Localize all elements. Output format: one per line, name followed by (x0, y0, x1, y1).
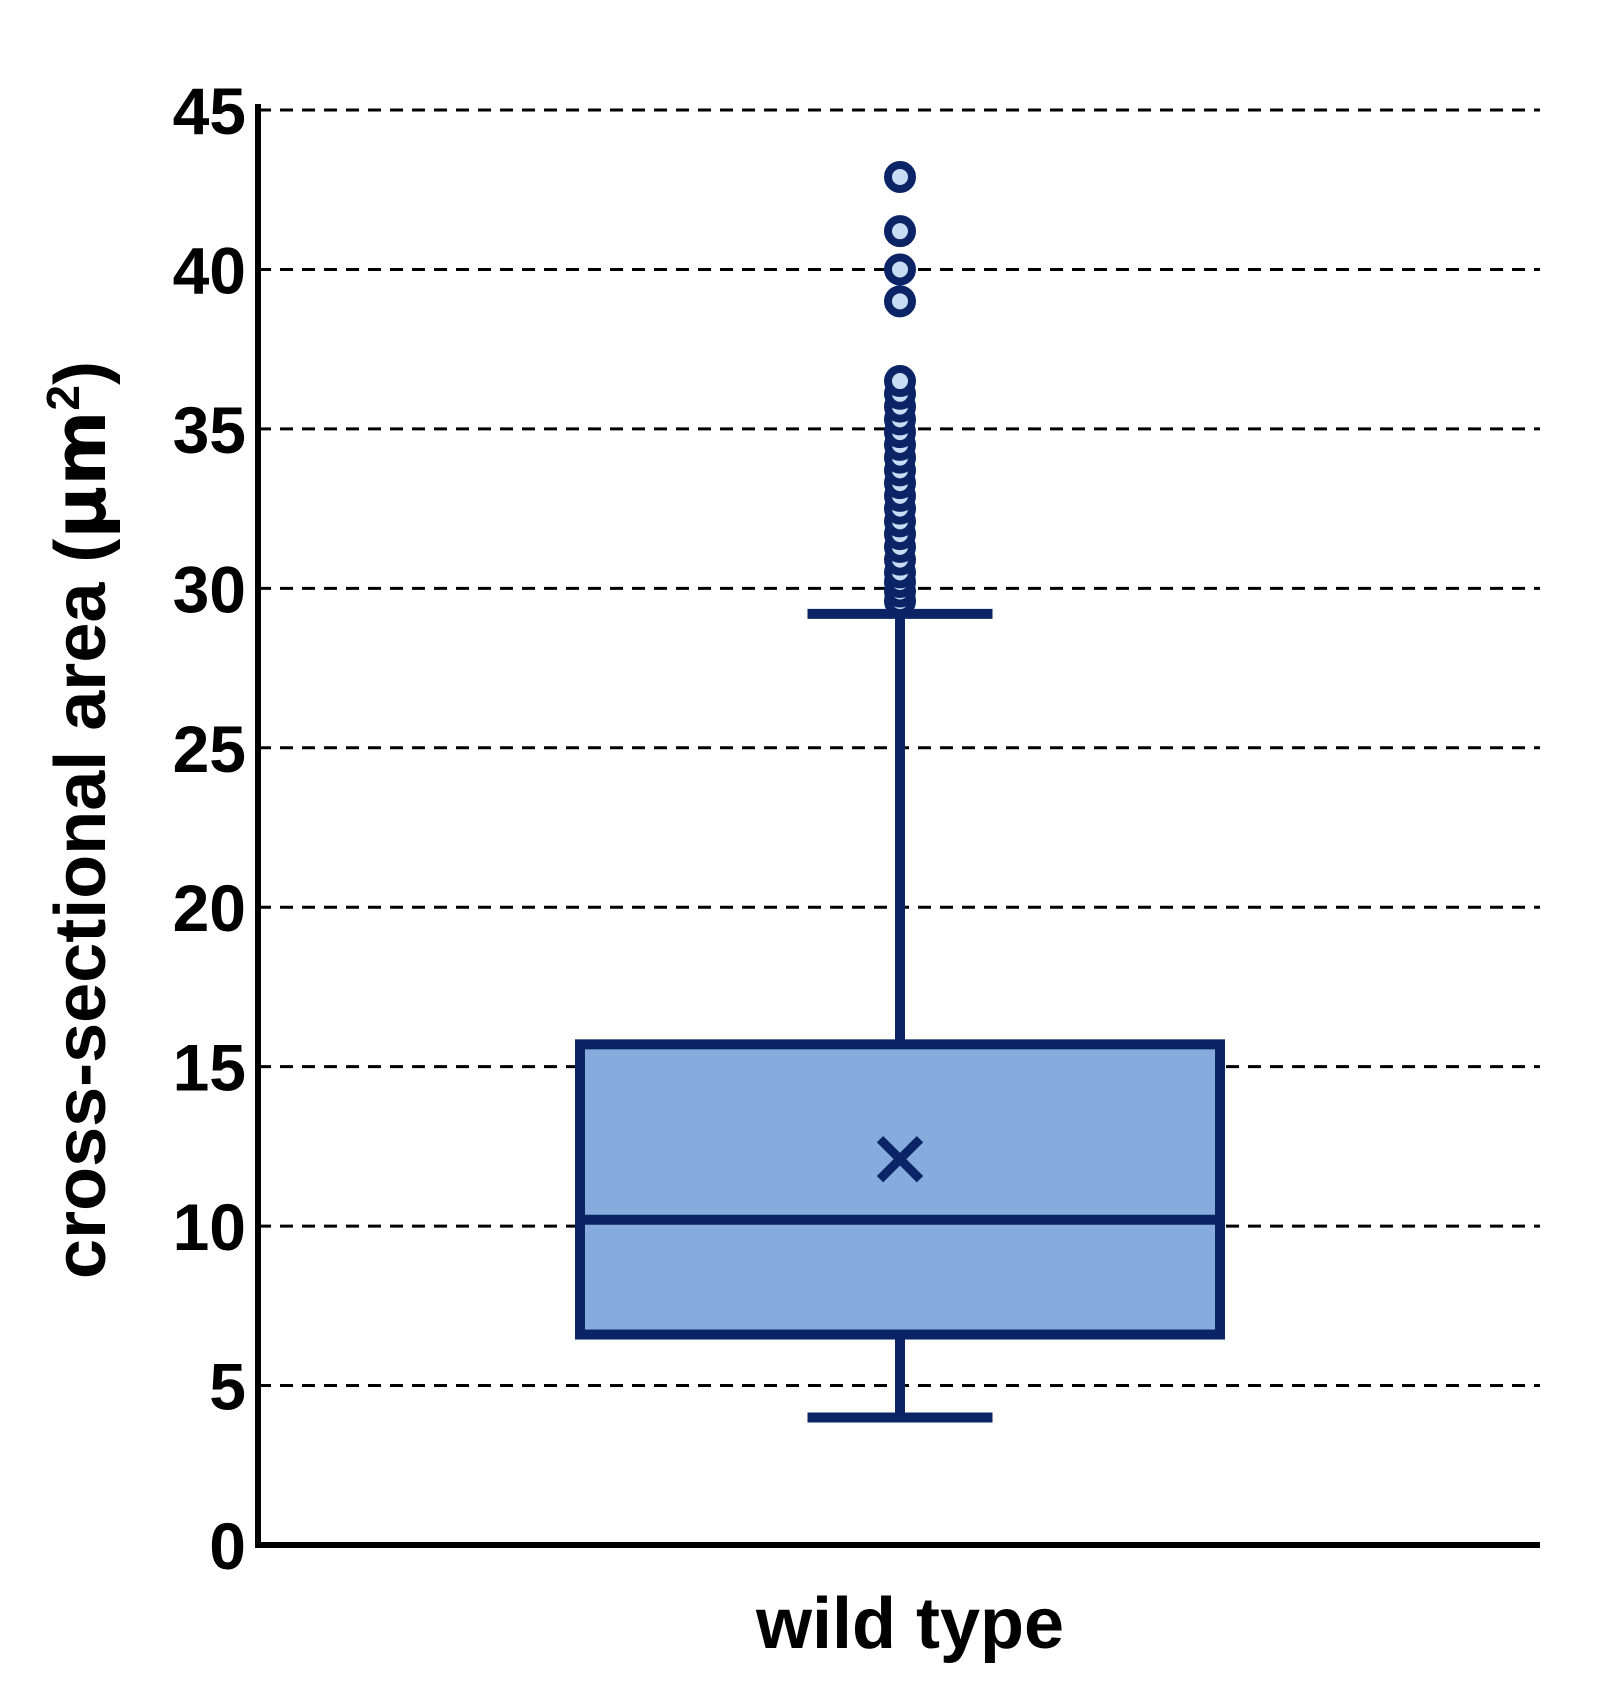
y-tick-label-40: 40 (173, 233, 246, 307)
outlier-point-18 (884, 365, 916, 398)
y-axis-title-superscript: 2 (37, 385, 89, 411)
x-category-label: wild type (755, 1584, 1064, 1664)
axes (255, 104, 1540, 1548)
y-axis-title-main: cross-sectional area ( (41, 539, 121, 1279)
outlier-point-22 (884, 160, 916, 193)
y-tick-label-45: 45 (173, 74, 246, 148)
y-tick-label-25: 25 (173, 712, 246, 786)
outlier-point-20 (884, 253, 916, 286)
y-tick-label-15: 15 (173, 1031, 246, 1105)
interquartile-box (575, 1039, 1225, 1340)
y-axis-title-unit: µm (38, 411, 122, 539)
y-tick-label-5: 5 (209, 1350, 246, 1424)
y-tick-label-0: 0 (209, 1509, 246, 1583)
y-tick-label-35: 35 (173, 393, 246, 467)
y-axis-title: cross-sectional area (µm2) (37, 361, 122, 1279)
plot-area (575, 160, 1225, 1423)
y-axis-title-close: ) (41, 361, 121, 385)
y-tick-label-30: 30 (173, 552, 246, 626)
y-tick-label-20: 20 (173, 871, 246, 945)
labels: cross-sectional area (µm2) 0 5 10 15 20 25 30 3… (37, 74, 1064, 1664)
mean-marker-stroke-2 (876, 1135, 924, 1183)
y-tick-label-10: 10 (173, 1190, 246, 1264)
outlier-point-21 (884, 215, 916, 248)
outlier-point-19 (884, 285, 916, 318)
